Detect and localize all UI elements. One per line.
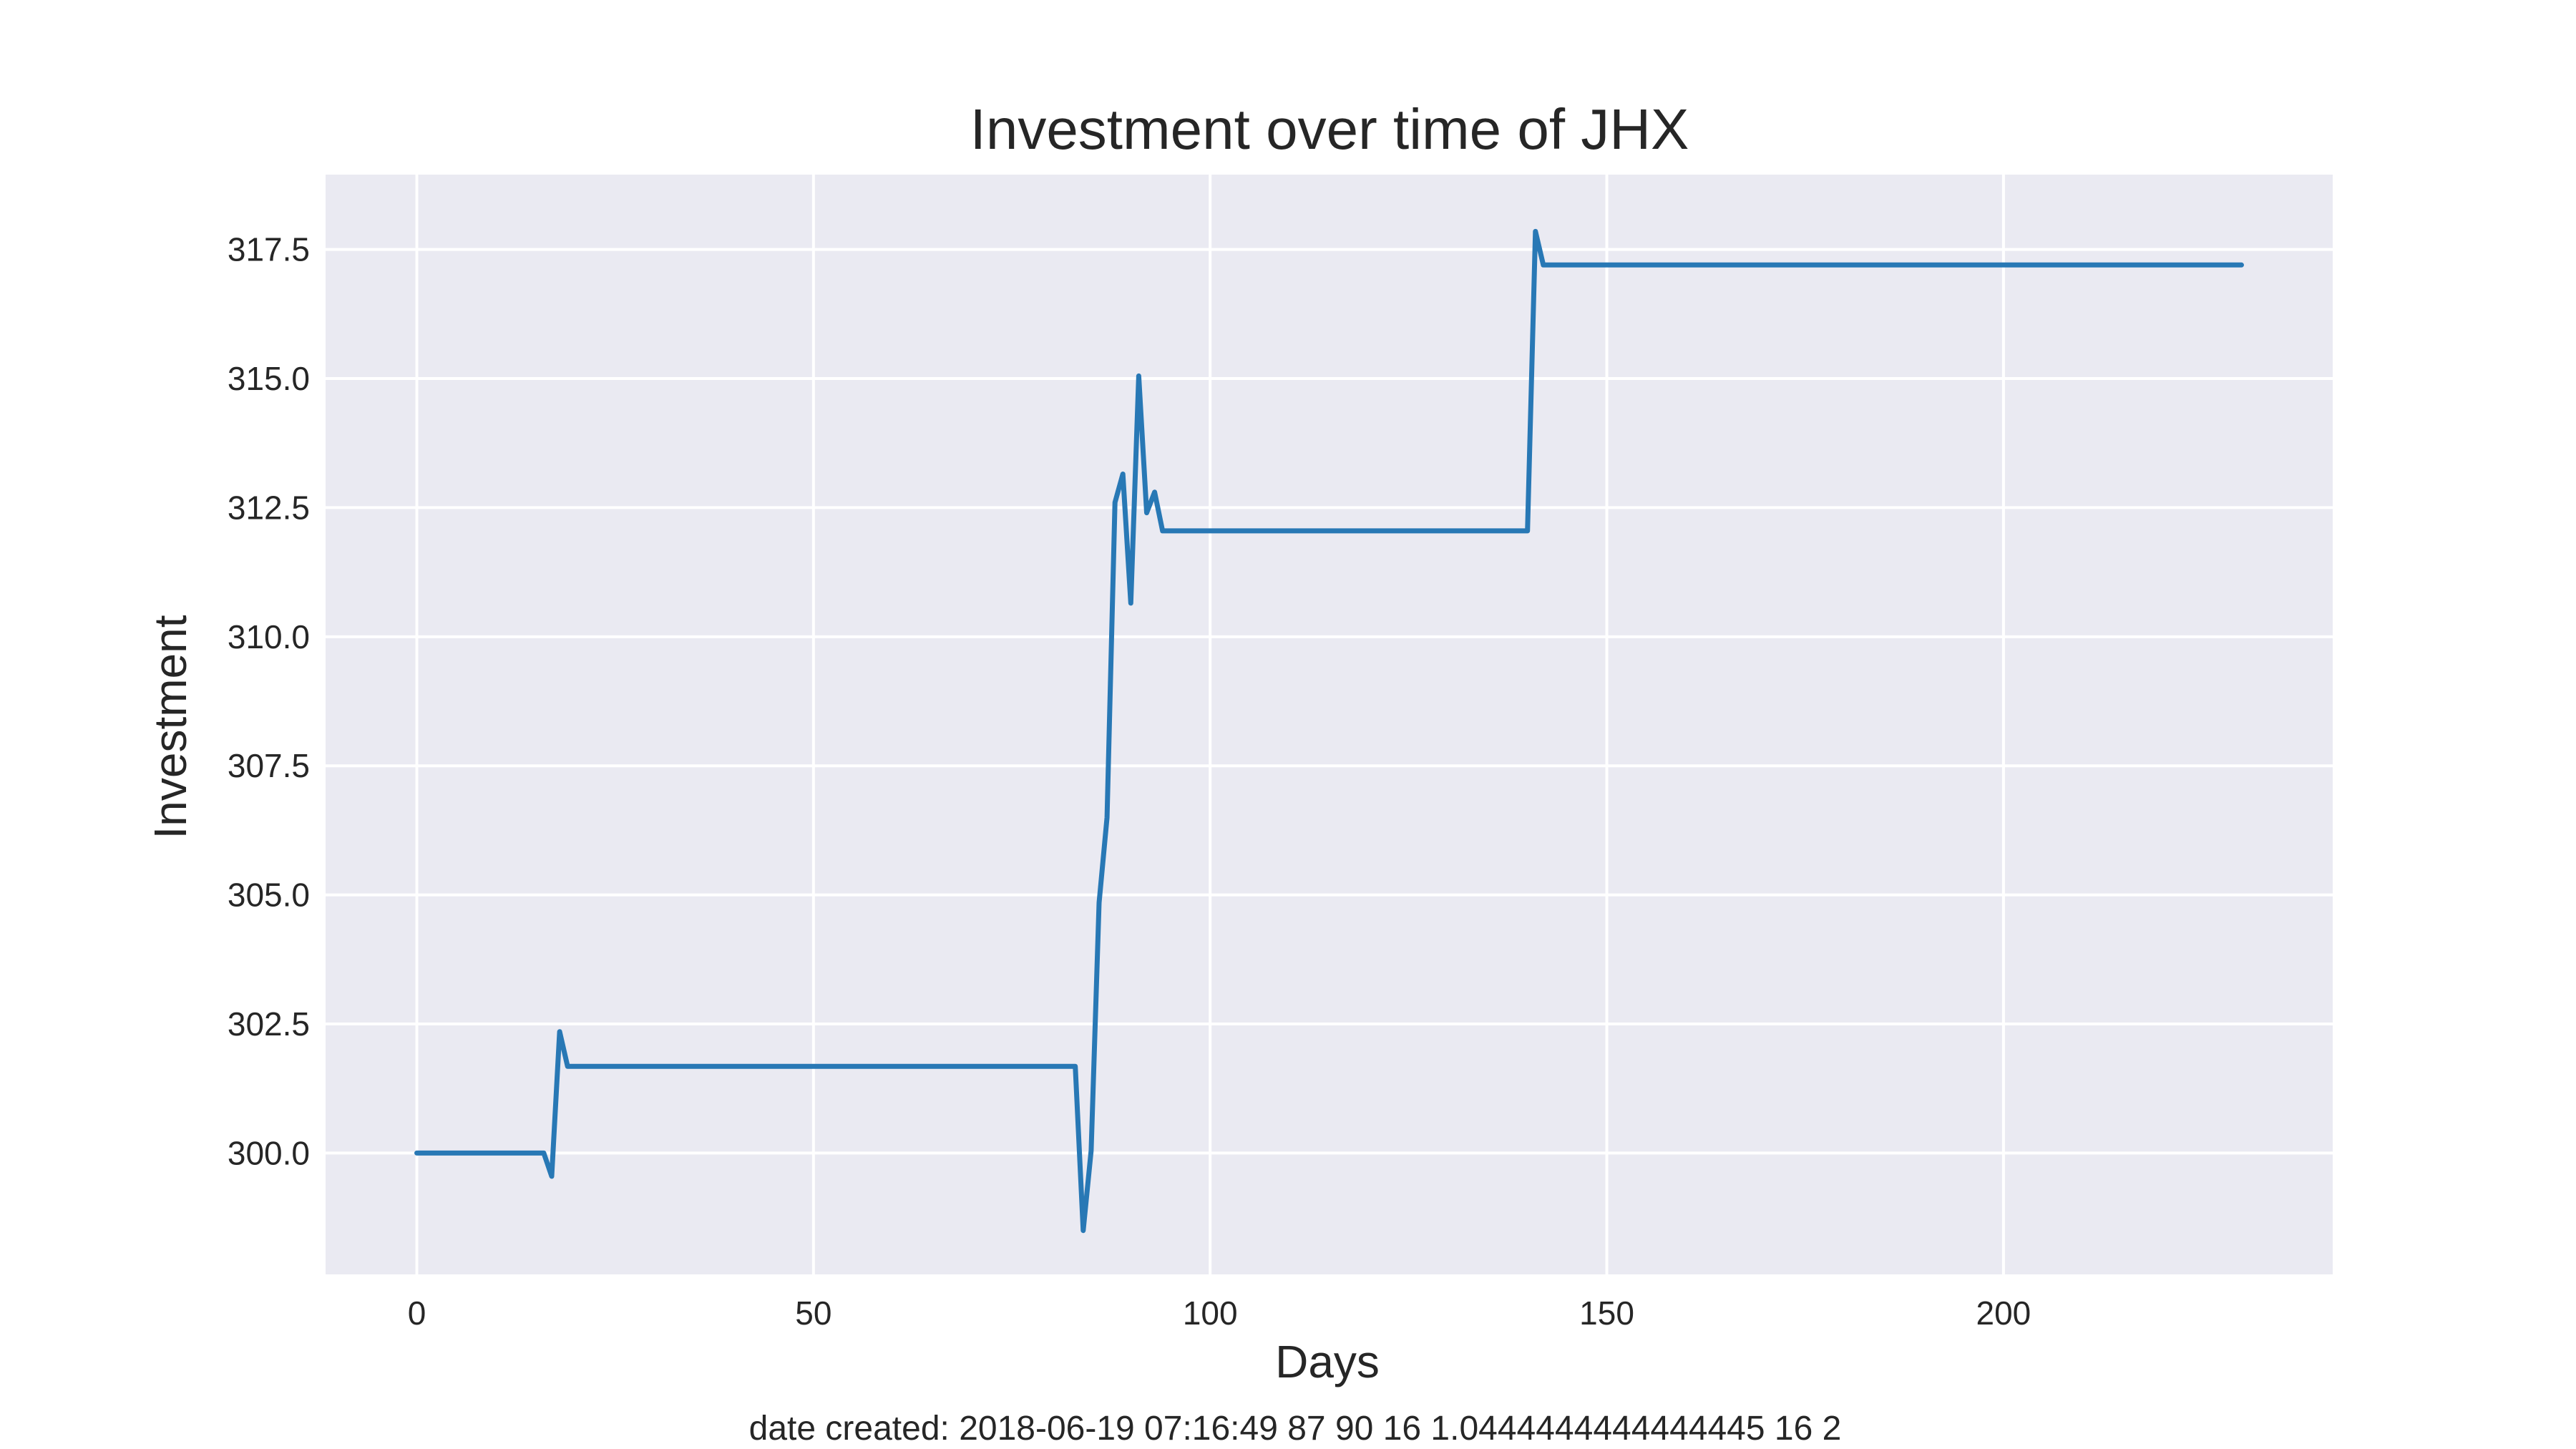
x-tick-label: 200 — [1976, 1294, 2031, 1332]
y-tick-label: 315.0 — [228, 360, 310, 397]
x-axis-label: Days — [1275, 1336, 1380, 1387]
x-tick-label: 50 — [795, 1294, 831, 1332]
plot-background — [326, 175, 2333, 1274]
x-axis-ticks: 0 50 100 150 200 — [408, 1294, 2031, 1332]
series-layer — [414, 228, 2244, 1234]
series-line-0 — [414, 228, 2244, 1234]
y-tick-label: 317.5 — [228, 231, 310, 268]
x-tick-label: 150 — [1579, 1294, 1634, 1332]
y-tick-label: 302.5 — [228, 1005, 310, 1043]
y-axis-ticks: 300.0 302.5 305.0 307.5 310.0 312.5 315.0 317.5 — [228, 231, 310, 1172]
y-tick-label: 300.0 — [228, 1134, 310, 1171]
y-tick-label: 307.5 — [228, 747, 310, 784]
grid-lines — [326, 175, 2333, 1274]
y-tick-label: 310.0 — [228, 618, 310, 655]
x-tick-label: 100 — [1183, 1294, 1238, 1332]
plot-area — [326, 175, 2333, 1274]
y-axis-label: Investment — [145, 615, 196, 839]
x-tick-label: 0 — [408, 1294, 426, 1332]
chart-title: Investment over time of JHX — [970, 97, 1689, 161]
y-tick-label: 312.5 — [228, 489, 310, 526]
date-created-footer: date created: 2018-06-19 07:16:49 87 90 … — [749, 1410, 1842, 1448]
y-tick-label: 305.0 — [228, 877, 310, 914]
